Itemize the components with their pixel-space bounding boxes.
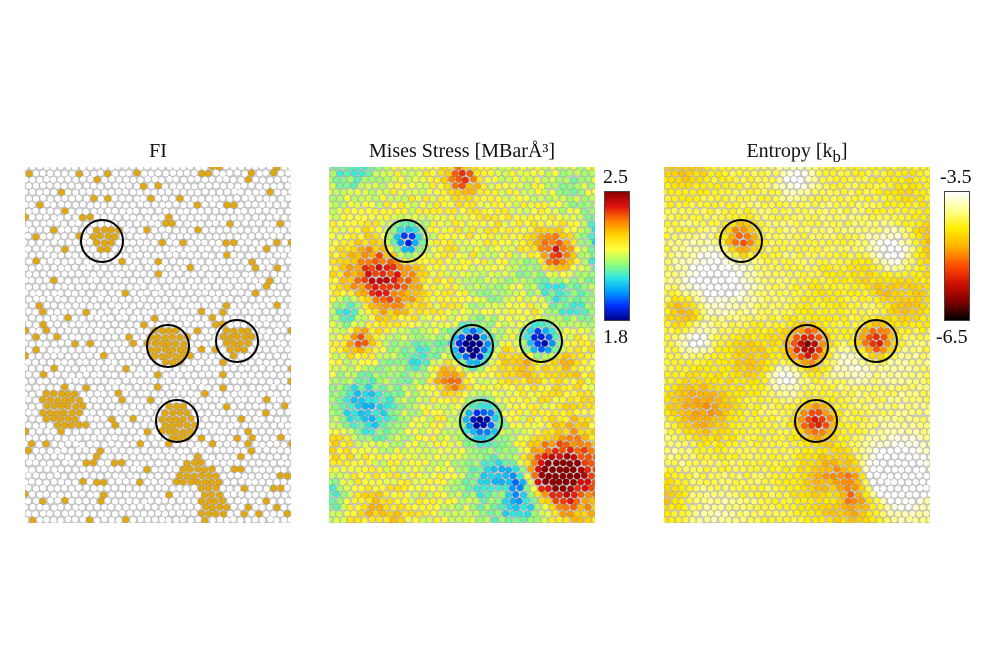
marker-circle — [719, 219, 763, 263]
colorbar-stress-max: 2.5 — [603, 166, 628, 188]
fi-particle-map — [25, 167, 291, 523]
particles — [25, 167, 291, 523]
panel-entropy — [664, 167, 930, 523]
marker-circle — [519, 319, 563, 363]
entropy-particle-map — [664, 167, 930, 523]
title-entropy-end: ] — [840, 140, 848, 162]
colorbar-entropy-min: -6.5 — [936, 326, 968, 348]
marker-circle — [854, 319, 898, 363]
title-entropy: Entropy [kb] — [664, 140, 930, 167]
colorbar-entropy — [944, 191, 970, 321]
marker-circle — [146, 324, 190, 368]
marker-circle — [794, 399, 838, 443]
colorbar-stress-min: 1.8 — [603, 326, 628, 348]
marker-circle — [450, 324, 494, 368]
colorbar-entropy-max: -3.5 — [940, 166, 972, 188]
panel-fi — [25, 167, 291, 523]
panel-mises-stress — [329, 167, 595, 523]
colorbar-stress — [604, 191, 630, 321]
particles — [329, 167, 595, 523]
marker-circle — [384, 219, 428, 263]
marker-circle — [459, 399, 503, 443]
particles — [664, 167, 930, 523]
title-entropy-sub: b — [832, 147, 841, 166]
marker-circle — [155, 399, 199, 443]
title-entropy-main: Entropy [k — [746, 140, 833, 162]
marker-circle — [80, 219, 124, 263]
marker-circle — [215, 319, 259, 363]
marker-circle — [785, 324, 829, 368]
title-mises-stress: Mises Stress [MBarÅ³] — [369, 140, 555, 162]
stress-particle-map — [329, 167, 595, 523]
title-fi: FI — [149, 140, 167, 162]
